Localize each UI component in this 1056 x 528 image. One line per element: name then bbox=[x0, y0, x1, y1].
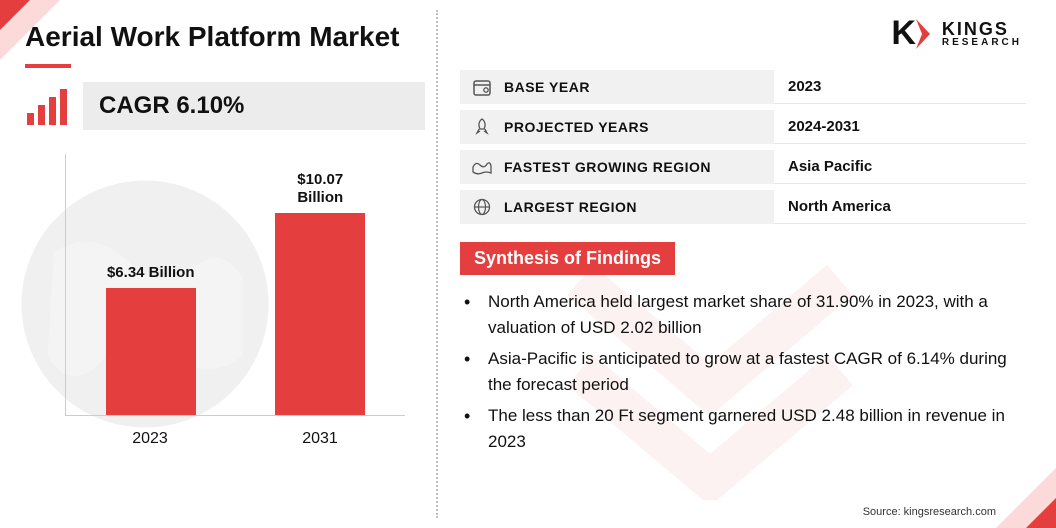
info-row-fastest-region: FASTEST GROWING REGION Asia Pacific bbox=[460, 150, 1026, 184]
right-panel: K KINGS RESEARCH BASE YEAR 2023 PROJECTE… bbox=[460, 14, 1026, 460]
cagr-value: CAGR 6.10% bbox=[83, 82, 425, 130]
info-row-projected-years: PROJECTED YEARS 2024-2031 bbox=[460, 110, 1026, 144]
brand-name-bottom: RESEARCH bbox=[942, 38, 1022, 48]
brand-logo: K KINGS RESEARCH bbox=[891, 14, 1022, 53]
growth-bars-icon bbox=[25, 87, 69, 125]
info-val: Asia Pacific bbox=[774, 150, 1026, 184]
x-label-1: 2031 bbox=[302, 430, 338, 448]
bar-chart-plot: $6.34 Billion $10.07 Billion bbox=[65, 154, 405, 416]
left-panel: Aerial Work Platform Market CAGR 6.10% $… bbox=[25, 20, 425, 464]
bar-col-0: $6.34 Billion bbox=[106, 264, 196, 415]
cagr-row: CAGR 6.10% bbox=[25, 82, 425, 130]
x-label-0: 2023 bbox=[132, 430, 168, 448]
corner-decoration-br bbox=[1026, 498, 1056, 528]
bar-chart-x-axis: 2023 2031 bbox=[65, 430, 405, 448]
bar-0 bbox=[106, 288, 196, 415]
info-table: BASE YEAR 2023 PROJECTED YEARS 2024-2031… bbox=[460, 70, 1026, 224]
info-val: 2024-2031 bbox=[774, 110, 1026, 144]
info-key: LARGEST REGION bbox=[504, 199, 774, 215]
region-icon bbox=[460, 159, 504, 175]
brand-logo-text: KINGS RESEARCH bbox=[942, 20, 1022, 48]
info-key: BASE YEAR bbox=[504, 79, 774, 95]
info-row-base-year: BASE YEAR 2023 bbox=[460, 70, 1026, 104]
info-key: FASTEST GROWING REGION bbox=[504, 159, 774, 175]
title-underline bbox=[25, 64, 71, 68]
finding-item: The less than 20 Ft segment garnered USD… bbox=[484, 403, 1026, 454]
finding-item: North America held largest market share … bbox=[484, 289, 1026, 340]
bar-chart: $6.34 Billion $10.07 Billion 2023 2031 bbox=[25, 144, 425, 464]
page-title: Aerial Work Platform Market bbox=[25, 20, 425, 54]
source-label: Source: kingsresearch.com bbox=[863, 506, 996, 518]
bar-1 bbox=[275, 213, 365, 414]
bar-col-1: $10.07 Billion bbox=[275, 171, 365, 414]
info-key: PROJECTED YEARS bbox=[504, 119, 774, 135]
findings-list: North America held largest market share … bbox=[460, 289, 1026, 454]
rocket-icon bbox=[460, 118, 504, 136]
finding-item: Asia-Pacific is anticipated to grow at a… bbox=[484, 346, 1026, 397]
info-row-largest-region: LARGEST REGION North America bbox=[460, 190, 1026, 224]
brand-logo-mark: K bbox=[891, 14, 934, 53]
info-val: 2023 bbox=[774, 70, 1026, 104]
bar-value-label-0: $6.34 Billion bbox=[107, 264, 195, 282]
info-val: North America bbox=[774, 190, 1026, 224]
brand-name-top: KINGS bbox=[942, 20, 1022, 38]
vertical-divider bbox=[436, 10, 438, 518]
globe-icon bbox=[460, 198, 504, 216]
calendar-icon bbox=[460, 78, 504, 96]
synthesis-header: Synthesis of Findings bbox=[460, 242, 675, 275]
bar-value-label-1: $10.07 Billion bbox=[275, 171, 365, 207]
